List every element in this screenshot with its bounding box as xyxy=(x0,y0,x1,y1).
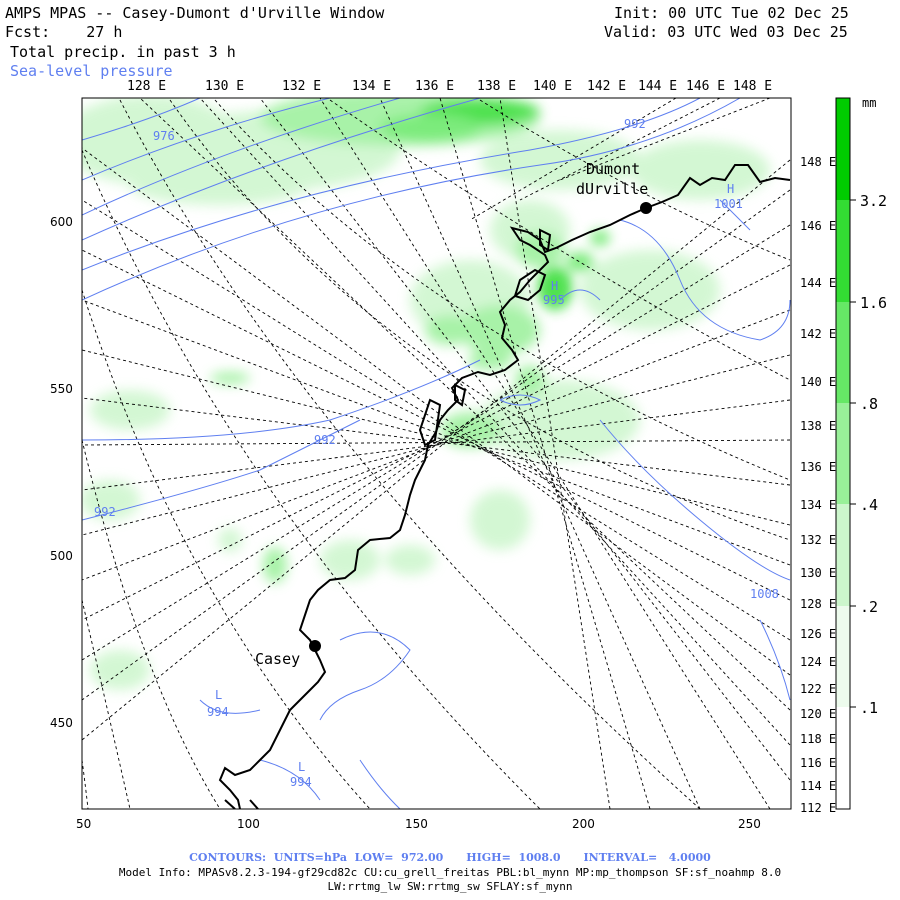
right-longitude-labels: 148 E 146 E 144 E 142 E 140 E 138 E 136 … xyxy=(800,155,836,815)
station-label-casey: Casey xyxy=(255,650,300,668)
station-marker-casey xyxy=(309,640,321,652)
axis-labels: 50 100 150 200 250 450 500 550 600 xyxy=(50,215,761,831)
x-tick-250: 250 xyxy=(738,817,761,831)
right-lon-148: 148 E xyxy=(800,155,836,169)
pressure-label-992-top: 992 xyxy=(624,117,646,131)
top-lon-146: 146 E xyxy=(686,79,725,94)
right-lon-138: 138 E xyxy=(800,419,836,433)
top-lon-142: 142 E xyxy=(587,79,626,94)
top-lon-136: 136 E xyxy=(415,79,454,94)
x-tick-50: 50 xyxy=(76,817,91,831)
colorbar-bin-3-2 xyxy=(836,98,850,200)
colorbar-bin-0-1 xyxy=(836,606,850,707)
station-label-dumont-2: dUrville xyxy=(576,180,648,198)
colorbar-bin-0-4 xyxy=(836,403,850,504)
right-lon-134: 134 E xyxy=(800,498,836,512)
top-lon-148: 148 E xyxy=(733,79,772,94)
colorbar: mm 3.2 1.6 .8 .4 .2 .1 xyxy=(835,96,887,810)
colorbar-label-3-2: 3.2 xyxy=(860,192,887,210)
top-lon-128: 128 E xyxy=(127,79,166,94)
pressure-label-group: 976 992 992 992 1008 H 1001 H 995 L 994 … xyxy=(94,117,779,789)
top-lon-140: 140 E xyxy=(533,79,572,94)
precip-shading xyxy=(82,98,770,690)
plot-area xyxy=(82,98,791,809)
right-lon-116: 116 E xyxy=(800,756,836,770)
colorbar-label-0-8: .8 xyxy=(860,395,878,413)
y-tick-500: 500 xyxy=(50,549,73,563)
low-994-a-value: 994 xyxy=(207,705,229,719)
station-label-dumont-1: Dumont xyxy=(586,160,640,178)
right-lon-112: 112 E xyxy=(800,801,836,815)
right-lon-114: 114 E xyxy=(800,779,836,793)
forecast-hour: Fcst: 27 h xyxy=(5,23,123,41)
colorbar-label-0-2: .2 xyxy=(860,598,878,616)
map-content xyxy=(82,98,791,809)
pressure-label-992-left: 992 xyxy=(94,505,116,519)
right-lon-126: 126 E xyxy=(800,627,836,641)
pressure-contours xyxy=(82,98,791,809)
right-lon-124: 124 E xyxy=(800,655,836,669)
colorbar-bin-zero xyxy=(836,707,850,809)
pressure-label-992-mid: 992 xyxy=(314,433,336,447)
colorbar-label-0-4: .4 xyxy=(860,496,878,514)
high-995-value: 995 xyxy=(543,293,565,307)
station-casey: Casey xyxy=(255,640,321,668)
colorbar-frame xyxy=(835,97,851,810)
coastline xyxy=(218,164,791,809)
y-tick-600: 600 xyxy=(50,215,73,229)
plot-frame xyxy=(81,97,792,810)
colorbar-bin-0-8 xyxy=(836,302,850,403)
right-lon-130: 130 E xyxy=(800,566,836,580)
map-title: AMPS MPAS -- Casey-Dumont d'Urville Wind… xyxy=(5,4,385,22)
right-lon-136: 136 E xyxy=(800,460,836,474)
y-tick-550: 550 xyxy=(50,382,73,396)
model-info-line2: LW:rrtmg_lw SW:rrtmg_sw SFLAY:sf_mynn xyxy=(327,880,573,893)
right-lon-144: 144 E xyxy=(800,276,836,290)
right-lon-128: 128 E xyxy=(800,597,836,611)
pressure-label-1008: 1008 xyxy=(750,587,779,601)
top-lon-138: 138 E xyxy=(477,79,516,94)
top-lon-130: 130 E xyxy=(205,79,244,94)
valid-time: Valid: 03 UTC Wed 03 Dec 25 xyxy=(604,23,848,41)
high-1001-value: 1001 xyxy=(714,197,743,211)
station-dumont-durville: Dumont dUrville xyxy=(576,160,652,214)
right-lon-118: 118 E xyxy=(800,732,836,746)
colorbar-label-0-1: .1 xyxy=(860,699,878,717)
right-lon-132: 132 E xyxy=(800,533,836,547)
station-marker-dumont xyxy=(640,202,652,214)
colorbar-bin-0-2 xyxy=(836,504,850,606)
field-name: Total precip. in past 3 h xyxy=(10,43,236,61)
top-lon-132: 132 E xyxy=(282,79,321,94)
x-tick-150: 150 xyxy=(405,817,428,831)
top-longitude-labels: 128 E 130 E 132 E 134 E 136 E 138 E 140 … xyxy=(127,79,772,94)
high-995-letter: H xyxy=(551,279,558,293)
colorbar-label-1-6: 1.6 xyxy=(860,294,887,312)
x-tick-100: 100 xyxy=(237,817,260,831)
right-lon-146: 146 E xyxy=(800,219,836,233)
right-lon-120: 120 E xyxy=(800,707,836,721)
low-994-b-letter: L xyxy=(298,760,305,774)
top-lon-134: 134 E xyxy=(352,79,391,94)
right-lon-122: 122 E xyxy=(800,682,836,696)
overlay-name: Sea-level pressure xyxy=(10,62,173,80)
high-1001-letter: H xyxy=(727,182,734,196)
y-tick-450: 450 xyxy=(50,716,73,730)
colorbar-unit: mm xyxy=(862,96,876,110)
contour-info: CONTOURS: UNITS=hPa LOW= 972.00 HIGH= 10… xyxy=(189,851,711,864)
init-time: Init: 00 UTC Tue 02 Dec 25 xyxy=(614,4,849,22)
top-lon-144: 144 E xyxy=(638,79,677,94)
low-994-b-value: 994 xyxy=(290,775,312,789)
right-lon-140: 140 E xyxy=(800,375,836,389)
pressure-label-976: 976 xyxy=(153,129,175,143)
colorbar-bin-1-6 xyxy=(836,200,850,302)
low-994-a-letter: L xyxy=(215,688,222,702)
right-lon-142: 142 E xyxy=(800,327,836,341)
model-info: Model Info: MPASv8.2.3-194-gf29cd82c CU:… xyxy=(118,866,782,879)
x-tick-200: 200 xyxy=(572,817,595,831)
